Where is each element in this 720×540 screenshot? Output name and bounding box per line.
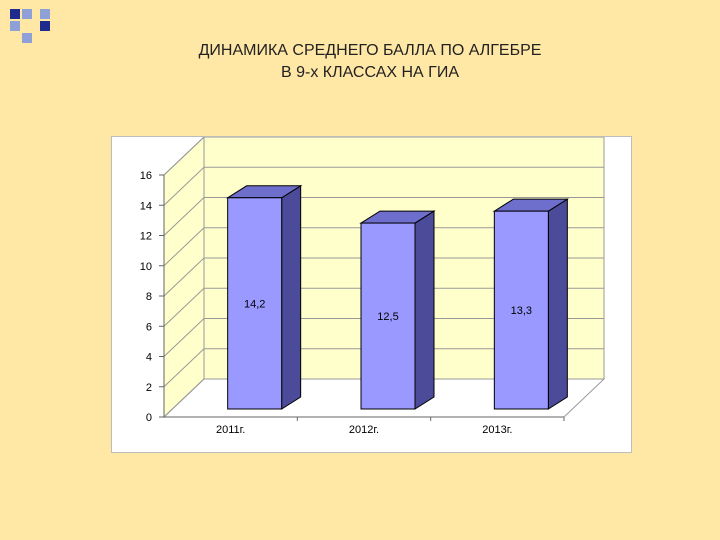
gridline <box>163 348 604 388</box>
y-tick-label: 8 <box>146 291 152 303</box>
slide-title-line-1: ДИНАМИКА СРЕДНЕГО БАЛЛА ПО АЛГЕБРЕ <box>198 42 542 59</box>
y-tick-label: 4 <box>146 352 152 364</box>
bar-side <box>414 210 435 410</box>
corner-squares-decoration <box>10 9 50 43</box>
bar <box>493 210 549 410</box>
bar-data-label: 13,3 <box>511 305 532 317</box>
slide-title-line-2: В 9-х КЛАССАХ НА ГИА <box>281 64 459 81</box>
bar-side <box>281 184 302 410</box>
gridline <box>163 257 604 297</box>
bar-side <box>547 198 568 410</box>
chart-frame: 0 2 4 6 8 10 12 14 16 14,2 2011г. 12,5 2012г. 13,3 201… <box>111 135 632 453</box>
bar <box>360 222 416 410</box>
y-tick-label: 0 <box>146 412 152 424</box>
gridline <box>163 378 604 418</box>
y-tick-label: 16 <box>140 170 152 182</box>
deco-square <box>22 9 32 19</box>
gridline <box>163 227 604 267</box>
slide-title: ДИНАМИКА СРЕДНЕГО БАЛЛА ПО АЛГЕБРЕ В 9-х… <box>100 40 640 84</box>
deco-square <box>40 21 50 31</box>
y-tick-label: 10 <box>140 261 152 273</box>
y-tick-label: 12 <box>140 231 152 243</box>
gridline <box>163 197 604 236</box>
bar-chart: 0 2 4 6 8 10 12 14 16 14,2 2011г. 12,5 2012г. 13,3 201… <box>140 135 606 436</box>
bar-data-label: 14,2 <box>244 298 265 310</box>
deco-square <box>10 21 20 31</box>
gridline <box>163 166 604 206</box>
y-tick-label: 14 <box>140 200 152 212</box>
gridline <box>163 318 604 357</box>
bar <box>227 197 283 410</box>
y-tick-label: 6 <box>146 321 152 333</box>
x-tick-label: 2013г. <box>482 424 512 436</box>
deco-square <box>40 9 50 19</box>
y-tick-label: 2 <box>146 382 152 394</box>
x-tick-label: 2012г. <box>349 424 379 436</box>
deco-square <box>10 9 20 19</box>
bar-data-label: 12,5 <box>377 311 398 323</box>
deco-square <box>22 33 32 43</box>
gridline <box>163 136 604 176</box>
x-tick-label: 2011г. <box>216 424 245 436</box>
gridline <box>163 287 604 327</box>
